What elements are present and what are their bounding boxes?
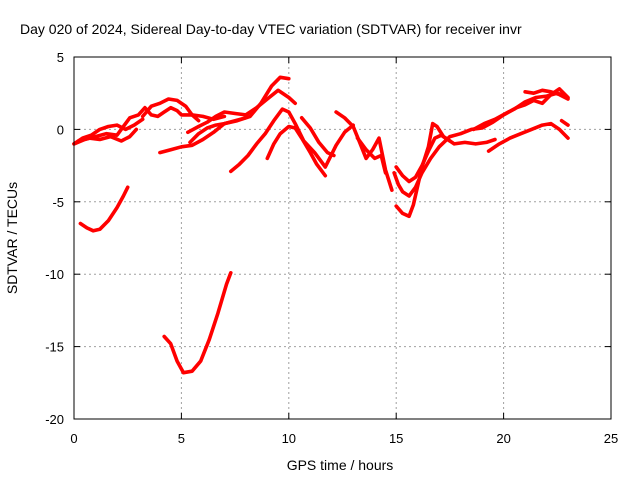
series-arc-t	[523, 88, 570, 101]
chart-title: Day 020 of 2024, Sidereal Day-to-day VTE…	[20, 21, 522, 37]
series-arc-n	[355, 136, 388, 175]
series-arc-i	[188, 75, 291, 145]
x-tick-label: 20	[496, 431, 510, 446]
series-arc-c	[76, 127, 139, 143]
plot-frame	[73, 56, 612, 420]
x-tick-label: 0	[70, 431, 77, 446]
series-arc-p	[394, 121, 497, 219]
series-arc-q	[394, 133, 452, 184]
x-tick-label: 25	[604, 431, 618, 446]
series-arc-k	[265, 124, 328, 178]
axis-ticks: 0 5 10 15 20 25 5 0 -5 -10 -15 -20	[45, 50, 618, 446]
series-arc-m	[334, 110, 394, 192]
y-tick-label: -15	[45, 340, 64, 355]
series-arc-r	[486, 121, 570, 153]
series-arc-d	[140, 97, 201, 123]
y-axis-label: SDTVAR / TECUs	[4, 182, 20, 294]
x-tick-label: 5	[178, 431, 185, 446]
series-arc-h	[186, 88, 298, 135]
series-arc-o	[392, 91, 568, 198]
y-tick-label: 5	[57, 50, 64, 65]
series-arc-l	[299, 116, 336, 158]
y-tick-label: -20	[45, 412, 64, 427]
grid	[74, 57, 611, 419]
data-series	[72, 75, 570, 375]
series-arc-e	[78, 185, 130, 233]
series-arc-b	[72, 117, 145, 146]
series-arc-f	[162, 270, 233, 375]
x-tick-label: 15	[389, 431, 403, 446]
y-tick-label: 0	[57, 122, 64, 137]
y-tick-label: -5	[52, 195, 64, 210]
x-tick-label: 10	[282, 431, 296, 446]
y-tick-label: -10	[45, 267, 64, 282]
x-axis-label: GPS time / hours	[287, 457, 394, 473]
series-arc-j	[229, 107, 356, 174]
series-arc-u	[559, 118, 570, 127]
